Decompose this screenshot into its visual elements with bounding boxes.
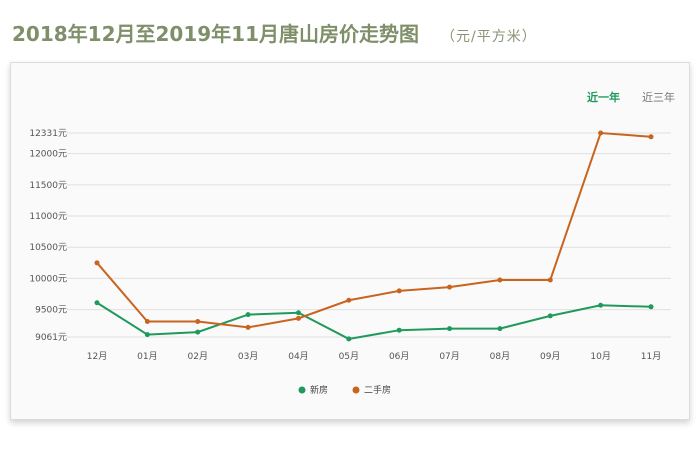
y-tick-label: 9061元 (35, 333, 67, 343)
data-point (396, 327, 402, 333)
x-tick-label: 02月 (188, 351, 208, 362)
data-point (144, 332, 150, 338)
data-point (245, 312, 251, 318)
data-point (245, 324, 251, 330)
x-tick-label: 01月 (137, 351, 157, 362)
data-point (295, 310, 301, 316)
x-tick-label: 08月 (490, 351, 510, 362)
range-tabs: 近一年 近三年 (587, 89, 675, 105)
data-point (144, 318, 150, 324)
chart-card: 近一年 近三年 9061元 9500元 10000元 10500元 11000元 1150… (10, 62, 690, 420)
data-point (94, 300, 100, 306)
data-point (547, 277, 553, 283)
header: 2018年12月至2019年11月唐山房价走势图 （元/平方米） (12, 18, 537, 47)
y-tick-label: 10500元 (29, 243, 67, 253)
data-point (195, 318, 201, 324)
data-point (94, 260, 100, 266)
x-tick-label: 10月 (590, 351, 610, 362)
data-point (648, 304, 654, 310)
legend-label-0: 新房 (310, 384, 328, 396)
x-tick-label: 03月 (238, 351, 258, 362)
x-tick-label: 05月 (339, 351, 359, 362)
y-tick-label: 9500元 (35, 306, 67, 316)
x-tick-label: 04月 (288, 351, 308, 362)
y-tick-label: 10000元 (29, 274, 67, 284)
line-chart: 9061元 9500元 10000元 10500元 11000元 11500元 12000元… (29, 129, 671, 396)
legend-marker-0 (298, 386, 306, 394)
y-tick-label: 12331元 (29, 129, 67, 139)
unit-label: （元/平方米） (441, 29, 537, 45)
tab-three-years[interactable]: 近三年 (642, 91, 675, 104)
y-tick-label: 11000元 (29, 212, 67, 222)
data-point (447, 284, 453, 290)
x-tick-label: 07月 (439, 351, 459, 362)
data-point (295, 315, 301, 321)
series-line-0 (96, 301, 652, 340)
data-point (497, 277, 503, 283)
data-point (648, 134, 654, 140)
x-tick-label: 09月 (540, 351, 560, 362)
data-point (346, 336, 352, 342)
data-point (598, 130, 604, 136)
y-tick-label: 12000元 (29, 150, 67, 160)
y-tick-label: 11500元 (29, 181, 67, 191)
data-point (447, 326, 453, 332)
data-point (598, 302, 604, 308)
legend-marker-1 (352, 386, 360, 394)
data-point (547, 313, 553, 319)
page-title: 2018年12月至2019年11月唐山房价走势图 (12, 22, 419, 46)
legend-label-1: 二手房 (364, 384, 391, 396)
x-tick-label: 11月 (641, 351, 661, 362)
x-tick-label: 06月 (389, 351, 409, 362)
tab-one-year[interactable]: 近一年 (587, 91, 620, 104)
data-point (396, 288, 402, 294)
x-tick-label: 12月 (87, 351, 107, 362)
data-point (195, 329, 201, 335)
data-point (346, 297, 352, 303)
data-point (497, 326, 503, 332)
series-line-1 (96, 131, 652, 329)
